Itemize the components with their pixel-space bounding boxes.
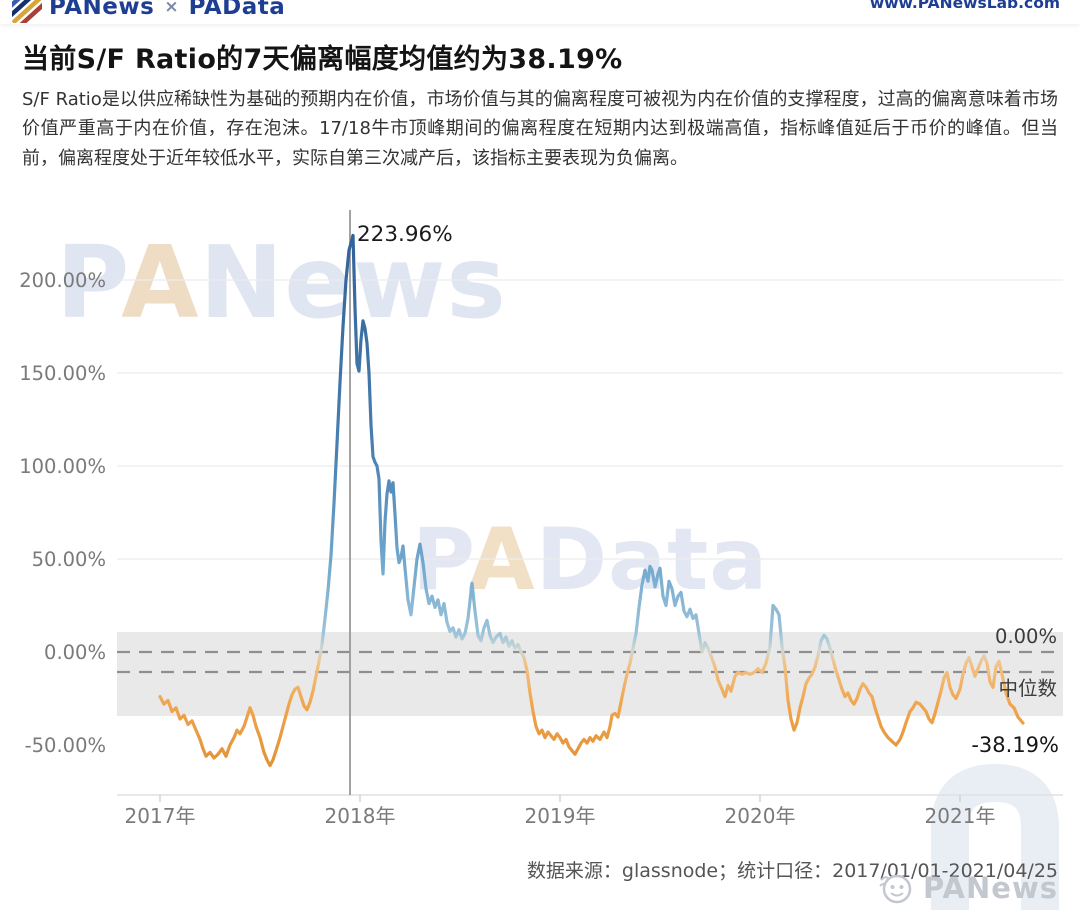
y-tick-label: 200.00% [19, 269, 106, 292]
y-tick-label: 0.00% [44, 641, 106, 664]
brand-panews: PANews [49, 0, 155, 20]
x-tick-label: 2018年 [325, 804, 396, 828]
right-median-label: 中位数 [998, 677, 1057, 700]
site-url[interactable]: www.PANewsLab.com [869, 0, 1060, 12]
y-tick-label: 50.00% [32, 548, 106, 571]
glassnode-n-watermark [931, 763, 1059, 910]
bottom-watermark-text: PANews [922, 871, 1058, 905]
y-tick-label: 100.00% [19, 455, 106, 478]
right-zero-label: 0.00% [995, 625, 1057, 648]
x-tick-label: 2020年 [725, 804, 796, 828]
data-source-note: 数据来源：glassnode；统计口径：2017/01/01-2021/04/2… [526, 860, 1058, 882]
bottom-watermark: PANews [876, 870, 1058, 906]
current-value-label: -38.19% [971, 733, 1059, 757]
deviation-line-series [158, 233, 1025, 768]
y-tick-label: -50.00% [25, 734, 106, 757]
x-tick-label: 2019年 [525, 804, 596, 828]
glassnode-n-shape [931, 763, 1059, 910]
x-tick-label: 2017年 [125, 804, 196, 828]
peak-value-annotation: 223.96% [357, 222, 453, 247]
brand-logo: PANews × PAData [12, 0, 285, 23]
sf-ratio-deviation-chart: PANewsPAData200.00%150.00%100.00%50.00%0… [19, 210, 1063, 828]
article-description: S/F Ratio是以供应稀缺性为基础的预期内在价值，市场价值与其的偏离程度可被… [22, 89, 1058, 169]
header: PANews × PAData www.PANewsLab.com [0, 0, 1080, 24]
brand-padata: PAData [188, 0, 286, 20]
x-tick-label: 2021年 [925, 804, 996, 828]
y-tick-label: 150.00% [19, 362, 106, 385]
median-band [117, 632, 1063, 716]
panews-face-icon [879, 874, 912, 904]
brand-separator: × [164, 0, 179, 17]
article-title: 当前S/F Ratio的7天偏离幅度均值约为38.19% [22, 44, 623, 75]
padata-watermark: PAData [412, 510, 768, 610]
panews-stripes-icon [12, 0, 42, 23]
